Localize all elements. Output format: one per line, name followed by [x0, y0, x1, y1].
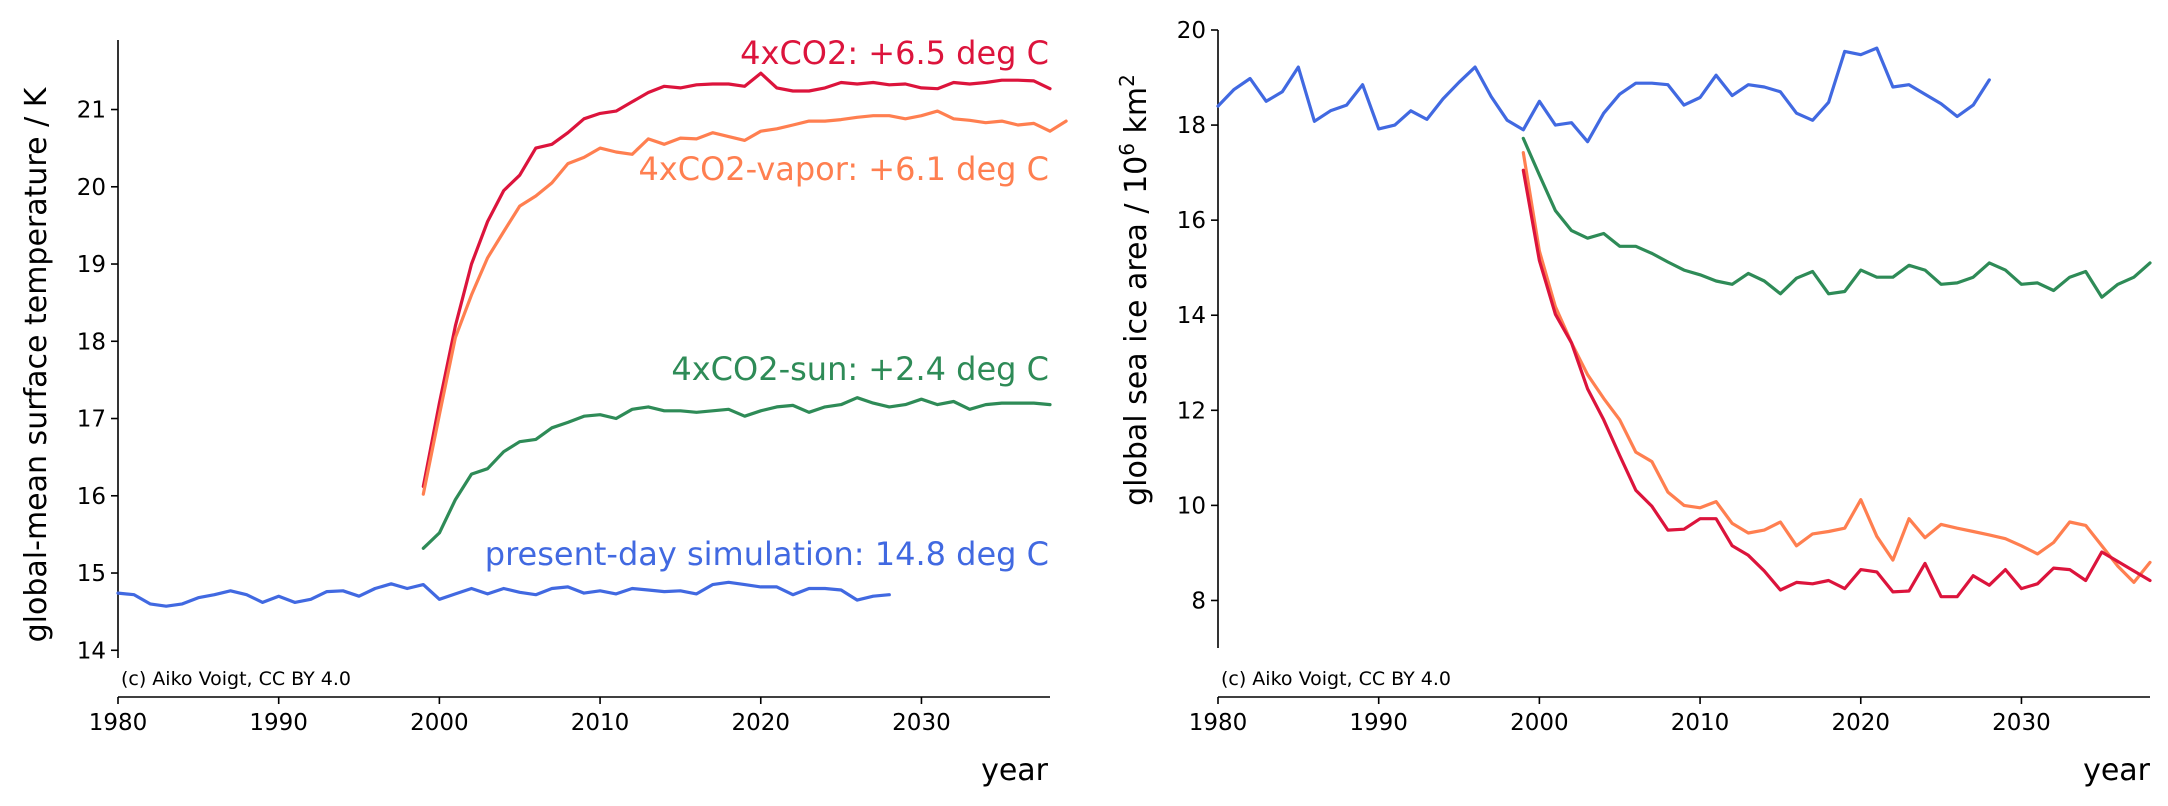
y-axis-title-mid: km — [1119, 87, 1154, 143]
x-tick-label: 1990 — [1349, 710, 1408, 736]
y-axis-title-sup1: 6 — [1115, 143, 1139, 156]
credit-text: (c) Aiko Voigt, CC BY 4.0 — [121, 668, 351, 690]
annotation-vapor: 4xCO2-vapor: +6.1 deg C — [638, 150, 1049, 188]
annotation-present: present-day simulation: 14.8 deg C — [485, 535, 1049, 573]
sea-ice-chart: 8 10 12 14 16 18 20 1980 1990 2000 2010 2020 2030 (… — [1115, 18, 2152, 788]
annotation-co2: 4xCO2: +6.5 deg C — [740, 34, 1049, 72]
x-tick-label: 2000 — [1510, 710, 1569, 736]
y-tick-label: 20 — [77, 175, 106, 201]
y-tick-label: 18 — [77, 329, 106, 355]
series-line-sun — [1521, 136, 2152, 299]
y-tick-label: 10 — [1177, 493, 1206, 519]
y-tick-label: 14 — [1177, 303, 1206, 329]
series-line-vapor — [421, 109, 1068, 496]
x-axis-title: year — [981, 753, 1049, 788]
series-line-co2 — [1521, 168, 2152, 599]
y-axis-title: global sea ice area / 106 km2 — [1115, 74, 1154, 506]
y-tick-label: 20 — [1177, 18, 1206, 44]
x-axis-title: year — [2083, 753, 2151, 788]
x-tick-label: 2000 — [410, 710, 469, 736]
series-line-vapor — [1521, 151, 2152, 585]
x-tick-label: 2010 — [571, 710, 630, 736]
x-tick-label: 1980 — [89, 710, 148, 736]
y-tick-label: 15 — [77, 561, 106, 587]
y-axis-ticks: 8 10 12 14 16 18 20 — [1177, 18, 1218, 614]
temperature-chart: 14 15 16 17 18 19 20 21 1980 1990 2000 2010 2020 203… — [19, 34, 1068, 788]
x-tick-label: 1990 — [249, 710, 308, 736]
x-tick-label: 1980 — [1189, 710, 1248, 736]
series-lines — [1216, 46, 2152, 599]
series-line-co2 — [421, 71, 1052, 489]
y-tick-label: 17 — [77, 407, 106, 433]
credit-text: (c) Aiko Voigt, CC BY 4.0 — [1221, 668, 1451, 690]
y-axis-title-main: global sea ice area / 10 — [1119, 156, 1154, 506]
y-tick-label: 8 — [1191, 588, 1206, 614]
y-axis-title: global-mean surface temperature / K — [19, 86, 54, 642]
x-tick-label: 2010 — [1671, 710, 1730, 736]
series-line-sun — [421, 396, 1052, 550]
x-axis-ticks: 1980 1990 2000 2010 2020 2030 — [89, 697, 951, 736]
y-tick-label: 16 — [1177, 208, 1206, 234]
x-axis-ticks: 1980 1990 2000 2010 2020 2030 — [1189, 697, 2051, 736]
annotation-sun: 4xCO2-sun: +2.4 deg C — [671, 350, 1049, 388]
y-tick-label: 21 — [77, 98, 106, 124]
series-line-present — [1216, 46, 1991, 144]
y-axis-ticks: 14 15 16 17 18 19 20 21 — [77, 98, 118, 664]
y-tick-label: 19 — [77, 252, 106, 278]
x-tick-label: 2030 — [892, 710, 951, 736]
x-tick-label: 2020 — [1831, 710, 1890, 736]
series-line-present — [116, 580, 891, 608]
x-tick-label: 2020 — [731, 710, 790, 736]
y-axis-title-sup2: 2 — [1115, 74, 1139, 87]
y-tick-label: 12 — [1177, 398, 1206, 424]
y-tick-label: 16 — [77, 484, 106, 510]
y-tick-label: 14 — [77, 638, 106, 664]
y-tick-label: 18 — [1177, 113, 1206, 139]
series-lines — [116, 71, 1068, 608]
x-tick-label: 2030 — [1992, 710, 2051, 736]
